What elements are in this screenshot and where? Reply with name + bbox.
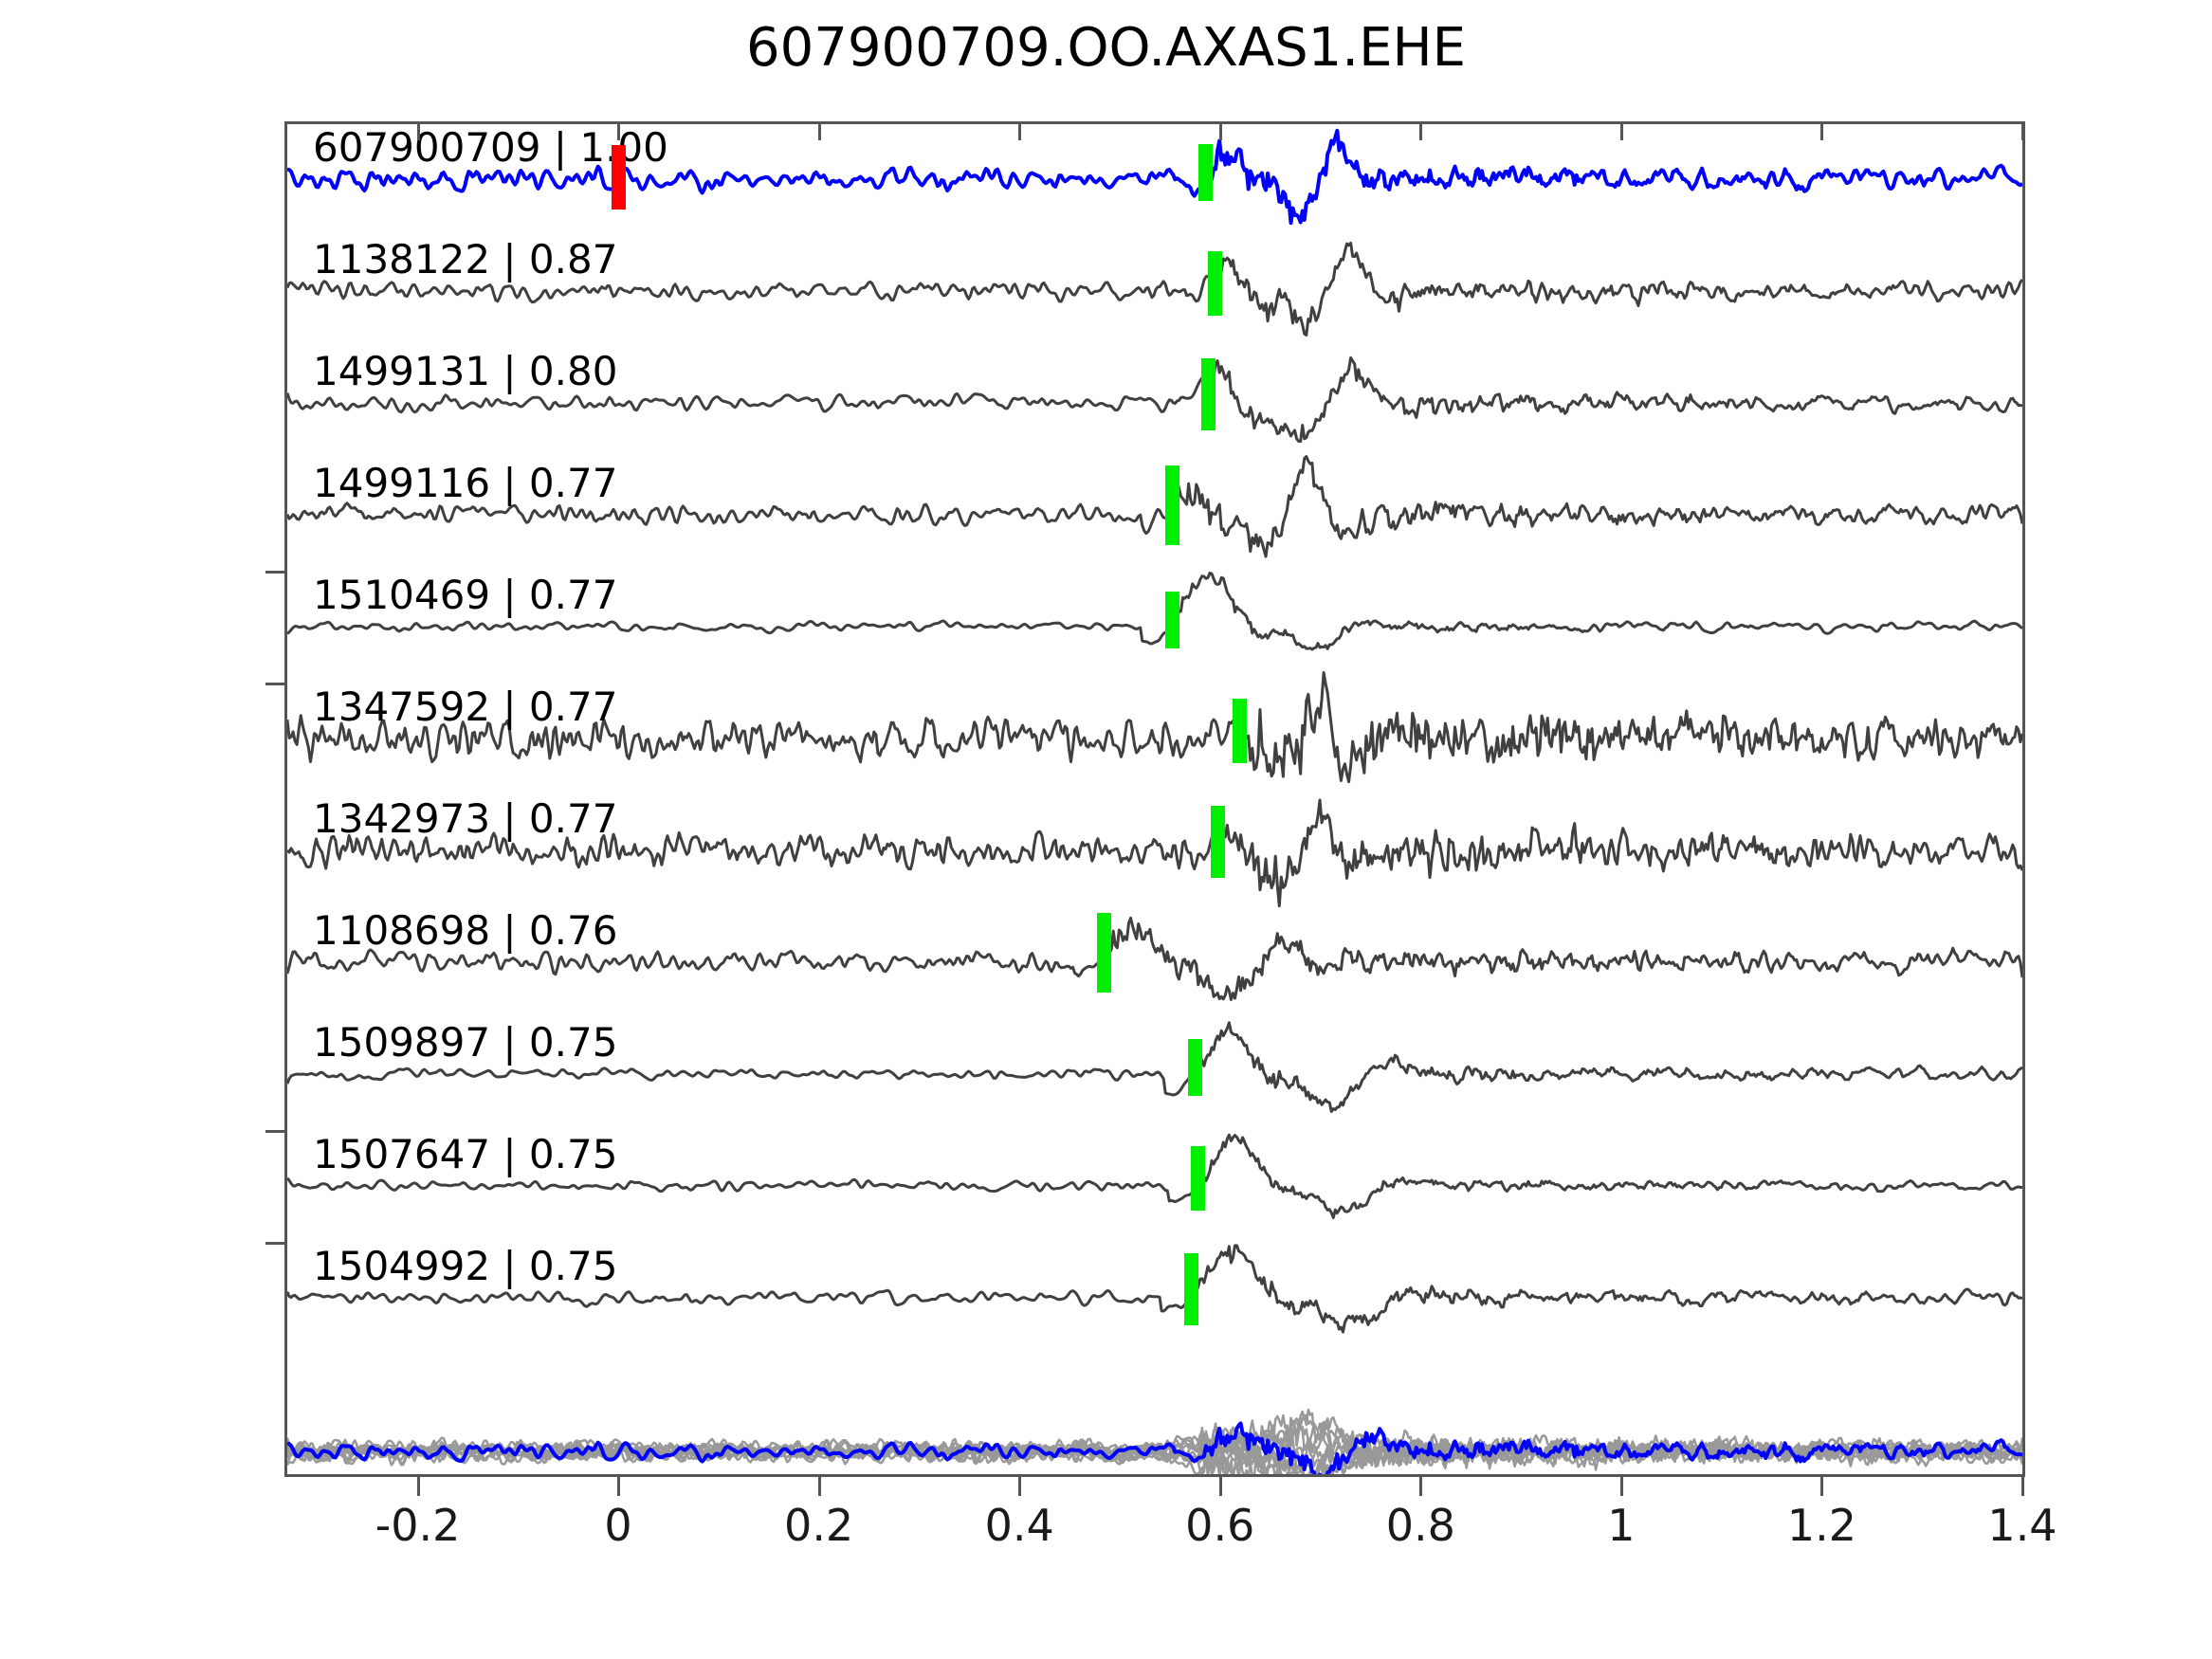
detection-pick-marker (1164, 591, 1179, 648)
plot-area (287, 124, 2022, 1474)
x-axis-tick-top (416, 121, 420, 140)
x-axis-tick-label: 1 (1607, 1500, 1636, 1551)
plot-frame (284, 121, 2025, 1477)
trace-line (287, 241, 2022, 337)
x-axis-tick (1419, 1477, 1423, 1496)
x-axis-tick (1218, 1477, 1222, 1496)
trace-label: 1499131 | 0.80 (313, 348, 618, 394)
trace-label: 1499116 | 0.77 (313, 460, 618, 506)
x-axis-tick-top (1218, 121, 1222, 140)
page-title: 607900709.OO.AXAS1.EHE (746, 17, 1466, 79)
template-pick-marker (612, 145, 627, 210)
y-axis-tick (265, 683, 284, 685)
trace-label: 1108698 | 0.76 (313, 907, 618, 954)
x-axis-tick-top (1619, 121, 1623, 140)
x-axis-tick-label: 0.4 (984, 1500, 1054, 1551)
trace-label: 1504992 | 0.75 (313, 1243, 618, 1289)
x-axis-tick-label: 1.2 (1786, 1500, 1857, 1551)
x-axis-tick-top (2021, 121, 2024, 140)
trace-label: 1507647 | 0.75 (313, 1131, 618, 1177)
detection-pick-marker (1201, 357, 1216, 430)
trace-line (287, 455, 2022, 558)
trace-label: 1342973 | 0.77 (313, 795, 618, 842)
x-axis-tick-top (617, 121, 621, 140)
x-axis-tick-top (1419, 121, 1423, 140)
x-axis-tick-top (1018, 121, 1022, 140)
y-axis-tick (265, 571, 284, 574)
trace-label: 1509897 | 0.75 (313, 1019, 618, 1066)
trace-line (287, 916, 2022, 1001)
detection-pick-marker (1188, 1038, 1203, 1096)
trace-label: 1347592 | 0.77 (313, 684, 618, 730)
y-axis-tick (265, 1242, 284, 1245)
stack-trace-line (287, 1410, 2022, 1474)
x-axis-tick (2021, 1477, 2024, 1496)
x-axis-tick (617, 1477, 621, 1496)
trace-line (287, 1021, 2022, 1114)
trace-line (287, 128, 2022, 226)
x-axis-tick-top (817, 121, 821, 140)
trace-label: 607900709 | 1.00 (313, 124, 668, 171)
trace-line (287, 671, 2022, 784)
x-axis-tick-label: 1.4 (1987, 1500, 2057, 1551)
x-axis-tick-label: 0.6 (1185, 1500, 1255, 1551)
stack-template-line (287, 1421, 2022, 1474)
x-axis-tick (1820, 1477, 1824, 1496)
detection-pick-marker (1197, 143, 1213, 201)
detection-pick-marker (1191, 1145, 1206, 1211)
x-axis-tick-top (1820, 121, 1824, 140)
y-axis-tick (265, 1130, 284, 1133)
trace-label: 1138122 | 0.87 (313, 236, 618, 283)
stack-trace-line (287, 1408, 2022, 1474)
trace-label: 1510469 | 0.77 (313, 572, 618, 618)
x-axis-tick (1018, 1477, 1022, 1496)
detection-pick-marker (1164, 465, 1179, 545)
detection-pick-marker (1210, 805, 1225, 878)
trace-line (287, 571, 2022, 651)
trace-line (287, 356, 2022, 444)
x-axis-tick (416, 1477, 420, 1496)
x-axis-tick-label: 0.8 (1385, 1500, 1455, 1551)
x-axis-tick-label: 0 (604, 1500, 632, 1551)
x-axis-tick (817, 1477, 821, 1496)
detection-pick-marker (1184, 1252, 1199, 1325)
x-axis-tick (1619, 1477, 1623, 1496)
trace-line (287, 1133, 2022, 1219)
x-axis-tick-label: -0.2 (375, 1500, 461, 1551)
trace-line (287, 798, 2022, 908)
waveform-traces (287, 128, 2022, 1474)
x-axis-tick-label: 0.2 (784, 1500, 854, 1551)
detection-pick-marker (1208, 250, 1223, 316)
detection-pick-marker (1097, 912, 1112, 993)
trace-line (287, 1244, 2022, 1334)
detection-pick-marker (1232, 698, 1247, 763)
